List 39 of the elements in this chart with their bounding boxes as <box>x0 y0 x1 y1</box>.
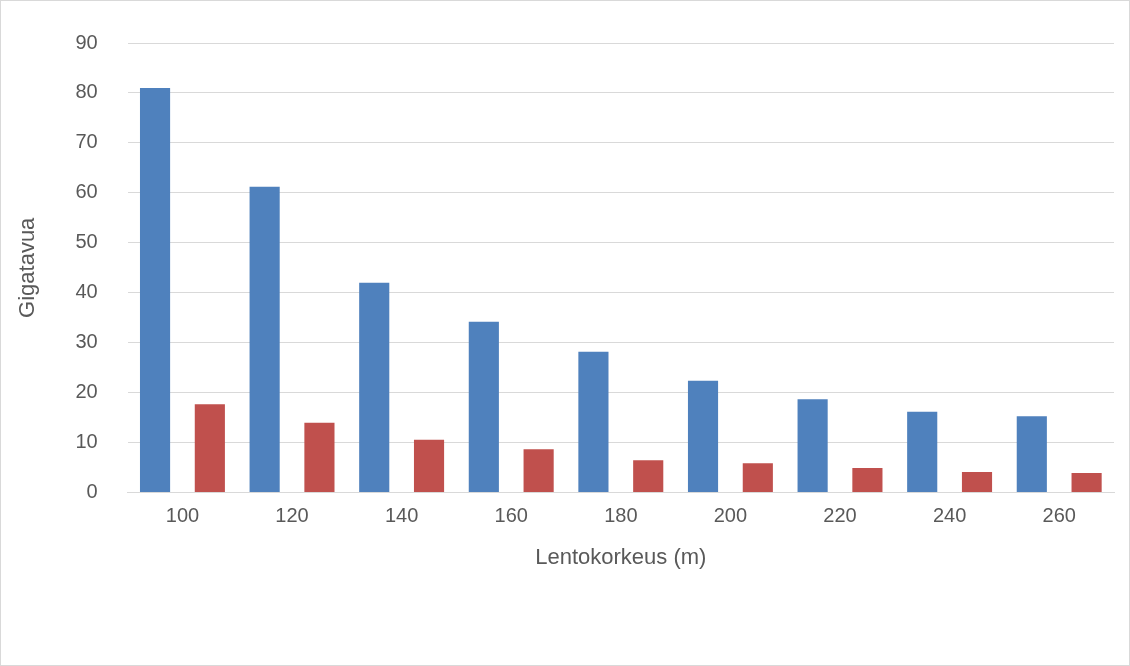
y-tick-label: 10 <box>75 430 98 453</box>
bar <box>523 449 554 493</box>
bar <box>578 351 609 493</box>
x-tick-label: 260 <box>1042 504 1076 527</box>
x-tick-label: 200 <box>713 504 748 527</box>
y-tick-label: 60 <box>75 180 98 203</box>
y-axis-title: Gigatavua <box>14 216 40 318</box>
bar <box>413 439 445 493</box>
y-tick-label: 20 <box>75 380 98 403</box>
bar <box>687 380 719 493</box>
y-tick-label: 80 <box>75 80 98 103</box>
y-tick-label: 0 <box>86 480 98 503</box>
bar <box>359 282 390 493</box>
bar <box>961 472 993 493</box>
y-tick-label: 90 <box>75 30 98 53</box>
bar <box>633 460 664 493</box>
bar <box>852 468 883 493</box>
x-tick-label: 100 <box>165 504 200 527</box>
bar <box>742 463 773 493</box>
y-tick-label: 70 <box>75 130 98 153</box>
x-tick-label: 140 <box>384 504 419 527</box>
x-tick-label: 220 <box>823 504 857 527</box>
y-tick-label: 40 <box>75 280 98 303</box>
bar <box>139 87 171 493</box>
bar <box>304 422 335 493</box>
bar <box>194 404 225 493</box>
x-tick-label: 120 <box>275 504 309 527</box>
bar <box>797 399 828 493</box>
y-tick-label: 30 <box>75 330 98 353</box>
bar <box>907 411 938 493</box>
bar <box>249 186 280 493</box>
y-tick-label: 50 <box>75 230 98 253</box>
bar <box>468 321 499 493</box>
bar <box>1071 473 1102 493</box>
bar <box>1016 416 1047 493</box>
x-tick-label: 180 <box>604 504 638 527</box>
x-axis-title: Lentokorkeus (m) <box>535 543 707 569</box>
x-tick-label: 160 <box>494 504 528 527</box>
x-tick-label: 240 <box>932 504 967 527</box>
